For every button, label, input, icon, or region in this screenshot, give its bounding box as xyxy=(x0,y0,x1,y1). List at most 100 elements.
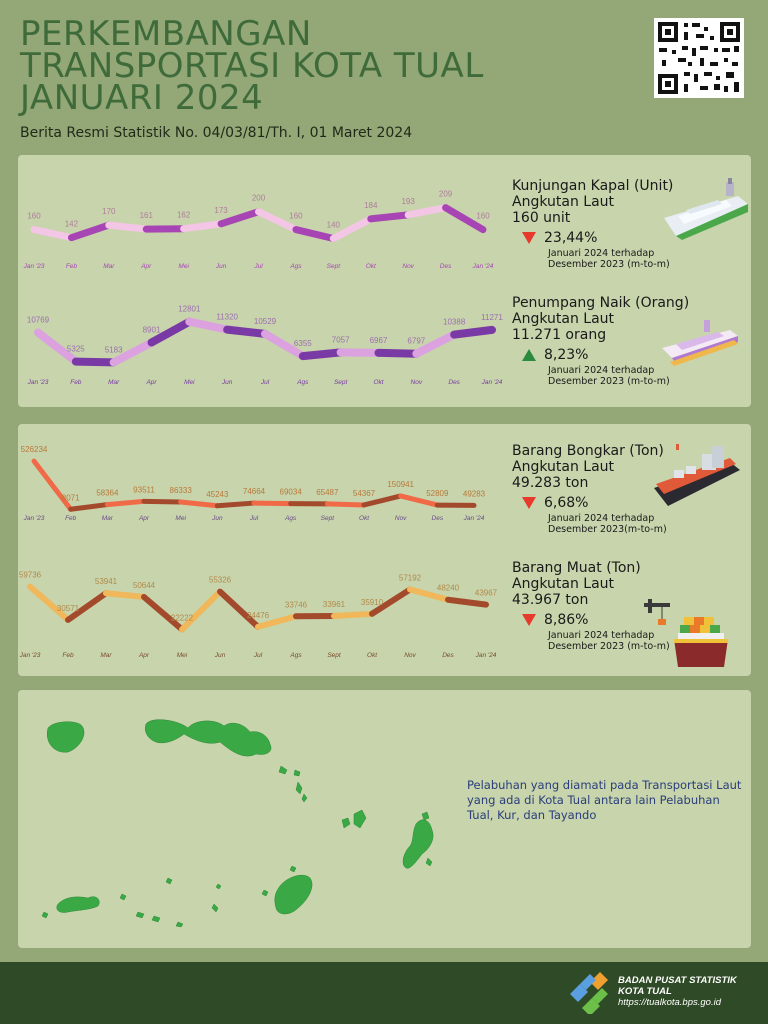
data-label-11: 52809 xyxy=(426,489,449,498)
indicator-change: 23,44% xyxy=(544,230,598,246)
x-tick-label-5: Jun xyxy=(211,515,223,522)
line-segment-1 xyxy=(71,357,118,367)
line-segment-3 xyxy=(147,317,194,347)
data-label-3: 161 xyxy=(140,211,154,220)
data-label-1: 30571 xyxy=(57,604,80,613)
line-segment-1 xyxy=(67,221,113,242)
indicator-subtitle: Angkutan Laut xyxy=(512,194,615,210)
arrow-up-icon xyxy=(522,349,536,361)
data-label-5: 11320 xyxy=(216,313,238,322)
qr-code-icon xyxy=(654,18,744,98)
data-label-1: 8071 xyxy=(62,493,80,502)
x-tick-label-1: Feb xyxy=(65,515,77,522)
x-tick-label-4: Mei xyxy=(184,379,195,386)
x-tick-label-9: Okt xyxy=(367,652,378,659)
x-tick-label-4: Mei xyxy=(175,515,186,522)
x-tick-label-3: Apr xyxy=(138,515,150,522)
x-tick-label-10: Nov xyxy=(411,379,423,386)
indicator-subtitle: Angkutan Laut xyxy=(512,576,615,592)
indicator-barang-bongkar: Barang Bongkar (Ton) Angkutan Laut 49.28… xyxy=(512,443,667,535)
data-label-12: 11271 xyxy=(481,313,503,322)
data-label-9: 35910 xyxy=(361,598,384,607)
data-label-10: 150941 xyxy=(387,480,414,489)
line-segment-6 xyxy=(255,208,300,234)
data-label-1: 142 xyxy=(65,220,79,229)
passenger-ship-icon xyxy=(662,320,738,366)
x-tick-label-3: Apr xyxy=(140,263,152,270)
data-label-6: 74664 xyxy=(243,487,266,496)
data-label-12: 43967 xyxy=(475,589,498,598)
data-label-3: 8901 xyxy=(143,326,161,335)
indicator-note-2: Desember 2023 (m-to-m) xyxy=(548,259,670,270)
line-segment-6 xyxy=(255,613,299,630)
bps-logo-icon xyxy=(570,972,608,1014)
line-segment-9 xyxy=(361,493,404,508)
x-tick-label-8: Sept xyxy=(321,515,336,522)
indicator-title: Kunjungan Kapal (Unit) xyxy=(512,178,674,194)
data-label-7: 69034 xyxy=(280,488,303,497)
x-tick-label-1: Feb xyxy=(66,263,78,270)
indicator-barang-muat: Barang Muat (Ton) Angkutan Laut 43.967 t… xyxy=(512,560,670,652)
line-segment-7 xyxy=(292,226,337,243)
x-tick-label-9: Okt xyxy=(373,379,384,386)
footer-url[interactable]: https://tualkota.bps.go.id xyxy=(618,997,721,1008)
indicator-change: 8,86% xyxy=(544,612,589,628)
line-segment-1 xyxy=(65,590,109,623)
x-tick-label-7: Ags xyxy=(289,263,302,270)
x-tick-label-2: Mar xyxy=(103,263,115,270)
island-kur xyxy=(46,721,85,753)
data-label-7: 6355 xyxy=(294,339,312,348)
line-segment-2 xyxy=(103,590,147,600)
line-segment-2 xyxy=(105,221,150,233)
indicator-title: Barang Muat (Ton) xyxy=(512,560,641,576)
data-label-10: 193 xyxy=(401,197,415,206)
data-label-0: 10769 xyxy=(27,316,50,325)
line-segment-8 xyxy=(331,610,375,620)
indicator-title: Barang Bongkar (Ton) xyxy=(512,443,664,459)
map-kota-tual xyxy=(41,719,434,928)
line-segment-3 xyxy=(141,593,185,633)
x-tick-label-0: Jan '23 xyxy=(19,652,41,659)
line-segment-2 xyxy=(109,338,156,367)
line-segment-0 xyxy=(34,328,80,366)
x-tick-label-8: Sept xyxy=(327,652,342,659)
data-label-2: 58364 xyxy=(96,489,119,498)
data-label-9: 184 xyxy=(364,201,378,210)
data-label-9: 6967 xyxy=(370,336,388,345)
x-tick-label-5: Jun xyxy=(214,652,226,659)
data-label-4: 162 xyxy=(177,211,191,220)
x-tick-label-5: Jun xyxy=(215,263,227,270)
x-tick-label-2: Mar xyxy=(100,652,112,659)
crane-container-ship-icon xyxy=(644,599,728,667)
data-label-5: 55326 xyxy=(209,576,232,585)
data-label-7: 160 xyxy=(289,212,303,221)
x-tick-label-7: Ags xyxy=(296,379,309,386)
island-kaimear xyxy=(145,719,272,757)
indicator-note-1: Januari 2024 terhadap xyxy=(548,513,655,524)
data-label-5: 45243 xyxy=(206,490,229,499)
island-tual xyxy=(402,819,434,869)
chart-kunjungan-kapal: 160 142 170 161 162 173 200 160 140 184 193 209 160 J… xyxy=(23,190,494,270)
panel-sea-transport-ships-passengers xyxy=(18,155,751,407)
data-label-6: 24476 xyxy=(247,611,270,620)
indicator-subtitle: Angkutan Laut xyxy=(512,459,615,475)
line-segment-11 xyxy=(442,204,487,234)
arrow-down-icon xyxy=(522,232,536,244)
line-segment-7 xyxy=(298,348,345,361)
data-label-2: 53941 xyxy=(95,577,118,586)
x-tick-label-9: Okt xyxy=(359,515,370,522)
line-segment-8 xyxy=(329,215,375,243)
indicator-change: 8,23% xyxy=(544,347,589,363)
data-label-9: 54367 xyxy=(353,489,376,498)
data-label-4: 12801 xyxy=(178,305,201,314)
line-segment-6 xyxy=(251,500,294,507)
indicator-change: 6,68% xyxy=(544,495,589,511)
line-segment-0 xyxy=(27,583,71,623)
cruise-ship-icon xyxy=(664,178,748,240)
chart-penumpang-naik: 10769 5325 5183 8901 12801 11320 10529 6355 7057… xyxy=(27,305,504,386)
x-tick-label-9: Okt xyxy=(366,263,377,270)
indicator-title: Penumpang Naik (Orang) xyxy=(512,295,690,311)
x-tick-label-0: Jan '23 xyxy=(23,515,45,522)
indicator-note-2: Desember 2023 (m-to-m) xyxy=(548,641,670,652)
